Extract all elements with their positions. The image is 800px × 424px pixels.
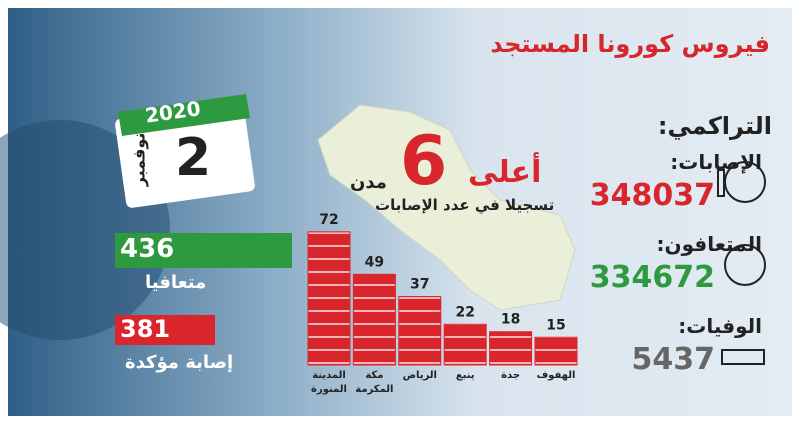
headline-number: 6 bbox=[400, 122, 448, 201]
category-label: الرياض bbox=[402, 370, 437, 381]
category-label: الهفوف bbox=[536, 370, 576, 381]
bar bbox=[489, 331, 533, 366]
recovered-value: 436 bbox=[120, 234, 175, 264]
category-label: المدينة المنورة bbox=[311, 370, 347, 395]
calendar-month: نوفمبر bbox=[129, 132, 149, 187]
bar bbox=[443, 323, 487, 366]
category-label: ينبع bbox=[455, 370, 475, 381]
headline-word: مدن bbox=[350, 172, 387, 193]
value-label: 18 bbox=[501, 312, 520, 328]
cumulative-title: التراكمي: bbox=[657, 112, 772, 140]
confirmed-label: إصابة مؤكدة bbox=[125, 352, 234, 373]
bar bbox=[307, 231, 351, 366]
category-label: مكة المكرمة bbox=[355, 370, 394, 395]
headline-top: أعلى bbox=[468, 155, 542, 190]
bar bbox=[534, 336, 578, 366]
category-label: جدة bbox=[501, 370, 521, 381]
confirmed-value: 381 bbox=[120, 315, 171, 343]
value-label: 49 bbox=[365, 254, 384, 270]
bar bbox=[398, 296, 442, 366]
headline-sub: تسجيلا في عدد الإصابات bbox=[375, 196, 555, 214]
title: فيروس كورونا المستجد bbox=[490, 30, 770, 58]
stat-value: 5437 bbox=[631, 342, 716, 377]
value-label: 22 bbox=[455, 304, 474, 320]
stat-label: الإصابات: bbox=[670, 150, 762, 174]
stat-label: المتعافون: bbox=[656, 232, 762, 256]
recovered-label: متعافيا bbox=[145, 272, 207, 293]
stat-label: الوفيات: bbox=[678, 314, 762, 338]
stat-value: 348037 bbox=[589, 178, 715, 213]
bar bbox=[352, 273, 396, 366]
calendar-day: 2 bbox=[175, 128, 212, 188]
value-label: 72 bbox=[319, 212, 338, 228]
value-label: 15 bbox=[546, 317, 565, 333]
stat-value: 334672 bbox=[589, 260, 715, 295]
value-label: 37 bbox=[410, 277, 429, 293]
